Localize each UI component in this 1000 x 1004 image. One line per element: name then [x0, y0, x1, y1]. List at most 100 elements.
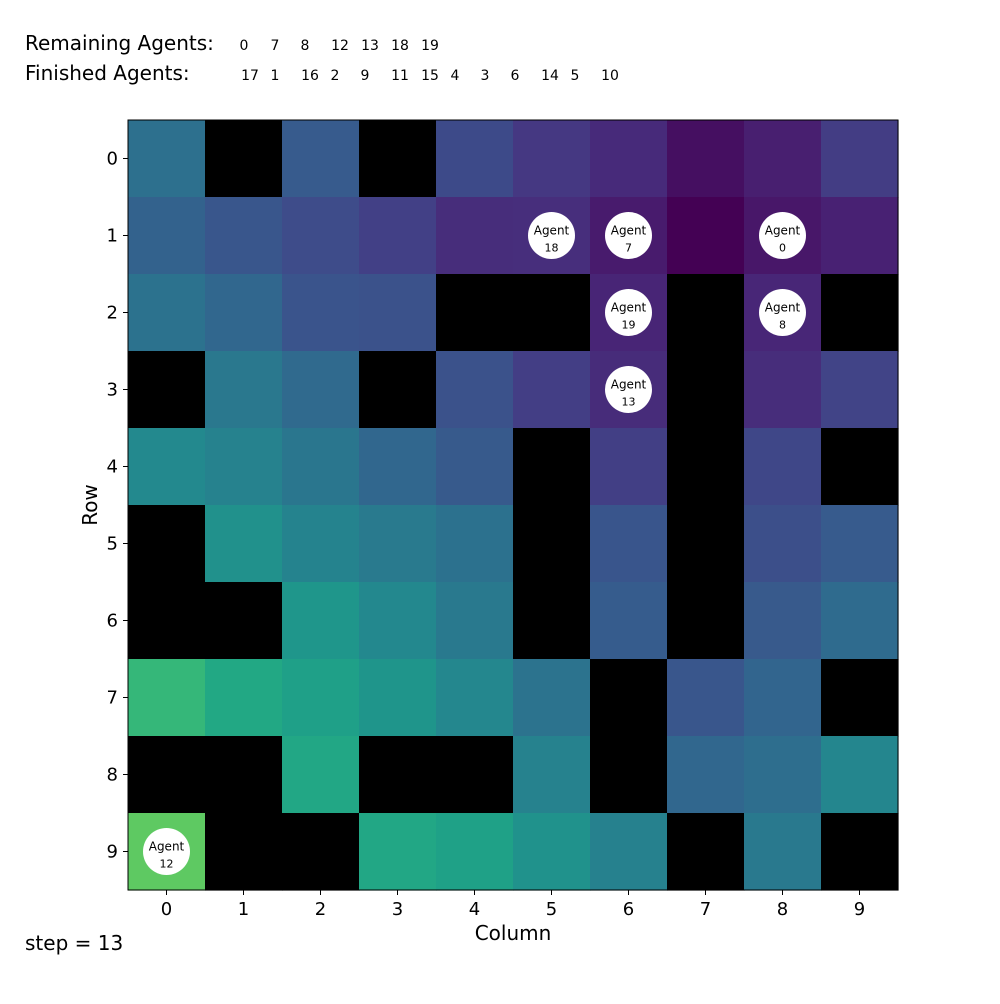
floor-cell	[821, 505, 899, 583]
floor-cell	[821, 351, 899, 429]
floor-cell	[282, 582, 360, 660]
finished-agent-id: 14	[541, 68, 559, 84]
floor-cell	[359, 428, 437, 506]
wall-cell	[513, 428, 591, 506]
floor-cell	[667, 659, 745, 737]
floor-cell	[359, 813, 437, 891]
remaining-agent-id: 12	[331, 38, 349, 54]
wall-cell	[821, 813, 899, 891]
y-tick-label: 3	[107, 380, 118, 401]
floor-cell	[128, 120, 206, 198]
finished-agent-id: 17	[241, 68, 259, 84]
y-axis-label: Row	[78, 484, 102, 526]
agent-marker: Agent 0	[759, 212, 806, 259]
floor-cell	[282, 351, 360, 429]
agent-id: 7	[625, 242, 632, 255]
agent-circle	[605, 366, 652, 413]
x-tick-label: 4	[469, 899, 480, 920]
wall-cell	[359, 120, 437, 198]
agent-marker: Agent 12	[143, 828, 190, 875]
x-tick-label: 1	[238, 899, 249, 920]
floor-cell	[128, 197, 206, 275]
agent-marker: Agent 13	[605, 366, 652, 413]
agent-marker: Agent 19	[605, 289, 652, 336]
y-tick-label: 2	[107, 303, 118, 324]
floor-cell	[436, 351, 514, 429]
floor-cell	[821, 736, 899, 814]
agent-id: 12	[160, 858, 174, 871]
wall-cell	[205, 120, 283, 198]
agent-id: 0	[779, 242, 786, 255]
x-axis-ticks: 0 1 2 3 4 5 6 7 8 9	[161, 890, 865, 920]
floor-cell	[590, 813, 668, 891]
finished-agent-id: 11	[391, 68, 409, 84]
floor-cell	[282, 736, 360, 814]
x-tick-label: 2	[315, 899, 326, 920]
agent-label: Agent	[611, 378, 647, 392]
agent-label: Agent	[149, 840, 185, 854]
x-tick-label: 7	[700, 899, 711, 920]
floor-cell	[821, 120, 899, 198]
floor-cell	[205, 197, 283, 275]
wall-cell	[436, 274, 514, 352]
agent-circle	[605, 212, 652, 259]
finished-agent-id: 9	[361, 68, 370, 84]
floor-cell	[513, 813, 591, 891]
floor-cell	[359, 197, 437, 275]
x-tick-label: 0	[161, 899, 172, 920]
finished-agent-id: 4	[451, 68, 460, 84]
agent-circle	[759, 212, 806, 259]
agent-id: 13	[622, 396, 636, 409]
remaining-agent-id: 7	[271, 38, 280, 54]
remaining-agent-id: 13	[361, 38, 379, 54]
floor-cell	[282, 274, 360, 352]
floor-cell	[282, 197, 360, 275]
agent-circle	[605, 289, 652, 336]
y-tick-label: 7	[107, 688, 118, 709]
wall-cell	[821, 428, 899, 506]
y-axis-ticks: 0 1 2 3 4 5 6 7 8 9	[107, 149, 128, 863]
x-tick-label: 8	[777, 899, 788, 920]
y-tick-label: 9	[107, 842, 118, 863]
agent-circle	[759, 289, 806, 336]
wall-cell	[436, 736, 514, 814]
wall-cell	[821, 659, 899, 737]
x-tick-label: 3	[392, 899, 403, 920]
finished-agent-id: 3	[481, 68, 490, 84]
floor-cell	[436, 120, 514, 198]
wall-cell	[513, 505, 591, 583]
wall-cell	[590, 736, 668, 814]
floor-cell	[282, 659, 360, 737]
floor-cell	[205, 428, 283, 506]
y-tick-label: 8	[107, 765, 118, 786]
x-tick-label: 5	[546, 899, 557, 920]
agent-markers: Agent18Agent7Agent0Agent19Agent8Agent13A…	[143, 212, 806, 875]
floor-cell	[744, 813, 822, 891]
floor-cell	[744, 582, 822, 660]
wall-cell	[282, 813, 360, 891]
y-tick-label: 0	[107, 149, 118, 170]
floor-cell	[590, 505, 668, 583]
floor-cell	[282, 120, 360, 198]
floor-cell	[667, 197, 745, 275]
agent-marker: Agent 18	[528, 212, 575, 259]
wall-cell	[205, 813, 283, 891]
wall-cell	[667, 274, 745, 352]
wall-cell	[590, 659, 668, 737]
floor-cell	[744, 736, 822, 814]
wall-cell	[205, 736, 283, 814]
floor-cell	[590, 428, 668, 506]
wall-cell	[667, 582, 745, 660]
remaining-agents-list: 0 7 8 12 13 18 19	[240, 38, 439, 54]
wall-cell	[513, 582, 591, 660]
remaining-agent-id: 0	[240, 38, 249, 54]
floor-cell	[513, 736, 591, 814]
wall-cell	[667, 813, 745, 891]
wall-cell	[667, 428, 745, 506]
finished-agent-id: 16	[301, 68, 319, 84]
step-counter: step = 13	[25, 931, 123, 955]
floor-cell	[744, 659, 822, 737]
finished-agents-label: Finished Agents:	[25, 61, 190, 85]
agent-label: Agent	[611, 301, 647, 315]
